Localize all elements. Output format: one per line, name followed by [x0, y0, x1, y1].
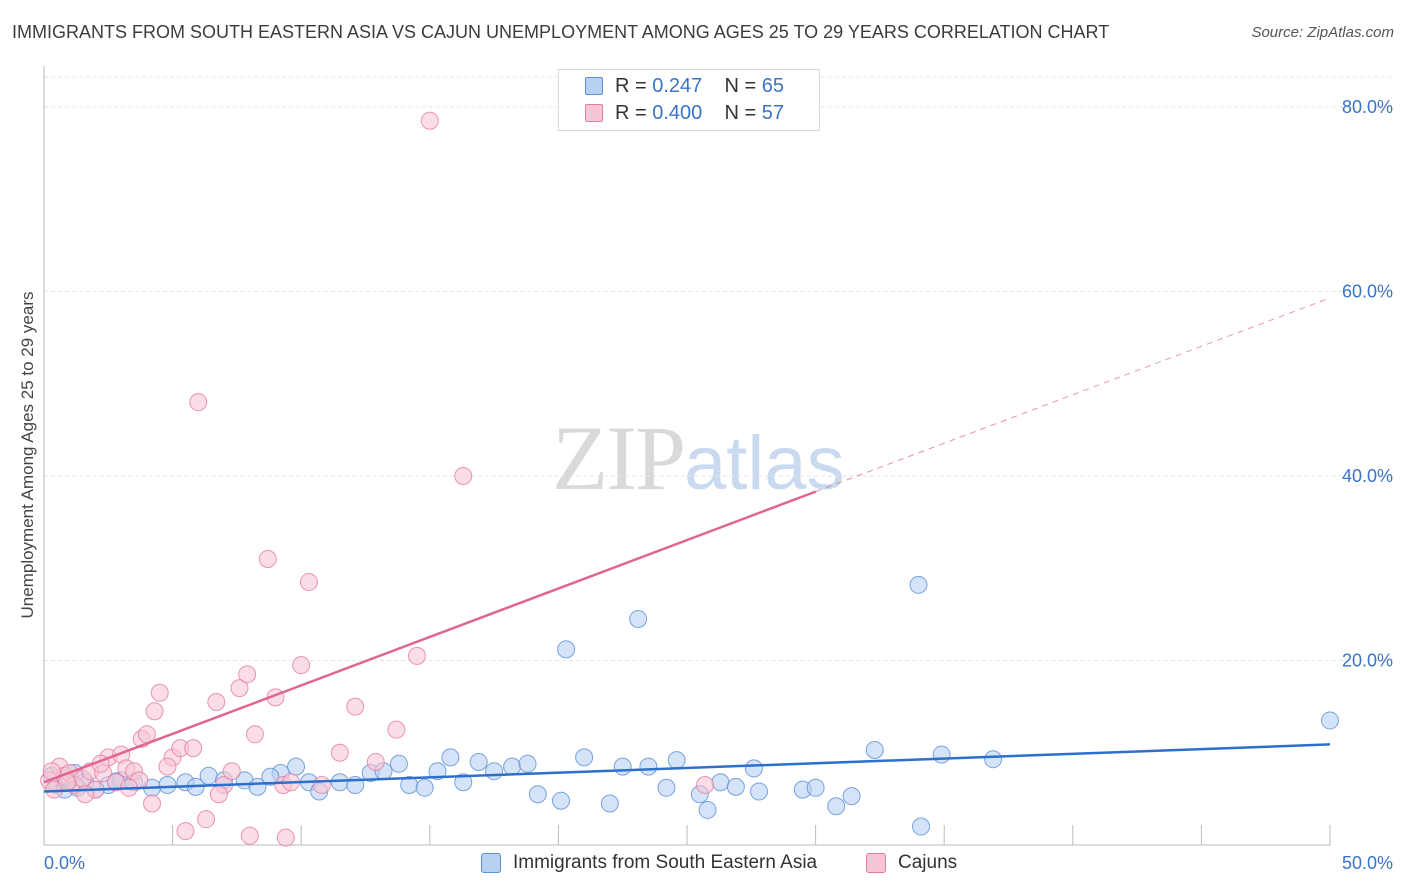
point-cajuns-55	[158, 757, 177, 776]
point-cajuns-50	[209, 785, 228, 804]
point-immigrants-59	[932, 745, 951, 764]
point-immigrants-50	[744, 759, 763, 778]
legend-r-label: R =	[615, 75, 653, 97]
point-immigrants-33	[485, 762, 504, 781]
point-immigrants-38	[557, 640, 576, 659]
point-immigrants-19	[287, 757, 306, 776]
point-cajuns-48	[276, 828, 295, 847]
point-cajuns-23	[189, 393, 208, 412]
point-cajuns-49	[143, 794, 162, 813]
point-cajuns-44	[454, 466, 473, 485]
legend-r-label: R =	[615, 102, 653, 124]
point-immigrants-55	[842, 787, 861, 806]
trendline-immigrants	[43, 743, 1331, 793]
bottom-legend-swatch-immigrants	[481, 853, 501, 873]
point-cajuns-30	[245, 725, 264, 744]
y-tick-label-1: 40.0%	[1342, 466, 1393, 486]
correlation-legend: R = 0.247 N = 65 R = 0.400 N = 57	[558, 69, 820, 131]
point-cajuns-24	[197, 810, 216, 829]
point-immigrants-40	[600, 794, 619, 813]
bottom-legend-label-immigrants: Immigrants from South Eastern Asia	[513, 852, 818, 873]
point-immigrants-39	[575, 748, 594, 767]
point-immigrants-47	[698, 800, 717, 819]
point-immigrants-64	[261, 767, 280, 786]
point-immigrants-60	[984, 750, 1003, 769]
point-cajuns-41	[387, 720, 406, 739]
point-immigrants-35	[518, 754, 537, 773]
legend-swatch-immigrants	[585, 77, 603, 95]
point-cajuns-37	[312, 776, 331, 795]
point-cajuns-18	[145, 702, 164, 721]
point-immigrants-53	[806, 778, 825, 797]
bottom-legend-label-cajuns: Cajuns	[898, 852, 958, 873]
point-cajuns-27	[222, 762, 241, 781]
chart-title: IMMIGRANTS FROM SOUTH EASTERN ASIA VS CA…	[12, 22, 1110, 42]
point-cajuns-29	[238, 665, 257, 684]
point-cajuns-45	[696, 776, 715, 795]
y-tick-label-3: 80.0%	[1342, 97, 1393, 117]
legend-swatch-cajuns	[585, 104, 603, 122]
point-immigrants-29	[428, 762, 447, 781]
point-cajuns-39	[346, 697, 365, 716]
point-cajuns-28	[230, 679, 249, 698]
x-tick-label-0: 0.0%	[44, 853, 85, 873]
point-immigrants-26	[389, 754, 408, 773]
legend-r-value-cajuns: 0.400	[652, 102, 703, 124]
point-immigrants-51	[750, 782, 769, 801]
point-cajuns-40	[366, 752, 385, 771]
source-label: Source: ZipAtlas.com	[1251, 24, 1394, 41]
point-immigrants-56	[865, 740, 884, 759]
point-cajuns-47	[240, 826, 259, 845]
y-tick-label-2: 60.0%	[1342, 281, 1393, 301]
point-cajuns-31	[258, 549, 277, 568]
point-immigrants-49	[726, 777, 745, 796]
point-immigrants-43	[639, 757, 658, 776]
legend-n-label: N =	[724, 75, 762, 97]
point-immigrants-44	[657, 778, 676, 797]
trendline-extension-cajuns	[815, 297, 1331, 493]
bottom-legend-swatch-cajuns	[866, 853, 886, 873]
point-immigrants-30	[441, 748, 460, 767]
point-immigrants-31	[454, 773, 473, 792]
legend-n-value-immigrants: 65	[761, 75, 785, 97]
point-immigrants-22	[330, 773, 349, 792]
point-immigrants-14	[199, 766, 218, 785]
point-immigrants-37	[551, 791, 570, 810]
point-immigrants-57	[909, 575, 928, 594]
point-immigrants-32	[469, 752, 488, 771]
point-immigrants-54	[827, 797, 846, 816]
point-immigrants-45	[667, 751, 686, 770]
point-immigrants-11	[158, 776, 177, 795]
point-cajuns-19	[150, 683, 169, 702]
point-immigrants-61	[1321, 711, 1339, 730]
legend-n-value-cajuns: 57	[761, 102, 785, 124]
point-immigrants-36	[528, 785, 547, 804]
point-cajuns-36	[299, 573, 318, 592]
point-cajuns-35	[292, 656, 311, 675]
point-immigrants-42	[629, 609, 648, 628]
point-cajuns-51	[76, 785, 95, 804]
point-cajuns-25	[207, 692, 226, 711]
point-immigrants-58	[912, 817, 931, 836]
point-cajuns-22	[184, 739, 203, 758]
point-immigrants-34	[503, 757, 522, 776]
legend-r-value-immigrants: 0.247	[652, 75, 703, 97]
legend-n-label: N =	[724, 102, 762, 124]
point-cajuns-38	[330, 743, 349, 762]
point-cajuns-43	[420, 111, 439, 130]
trendline-cajuns	[43, 490, 817, 784]
point-cajuns-42	[407, 646, 426, 665]
x-tick-label-1: 50.0%	[1342, 853, 1393, 873]
y-tick-label-0: 20.0%	[1342, 650, 1393, 670]
point-cajuns-46	[176, 822, 195, 841]
point-immigrants-41	[613, 757, 632, 776]
point-immigrants-28	[415, 778, 434, 797]
point-immigrants-48	[711, 773, 730, 792]
